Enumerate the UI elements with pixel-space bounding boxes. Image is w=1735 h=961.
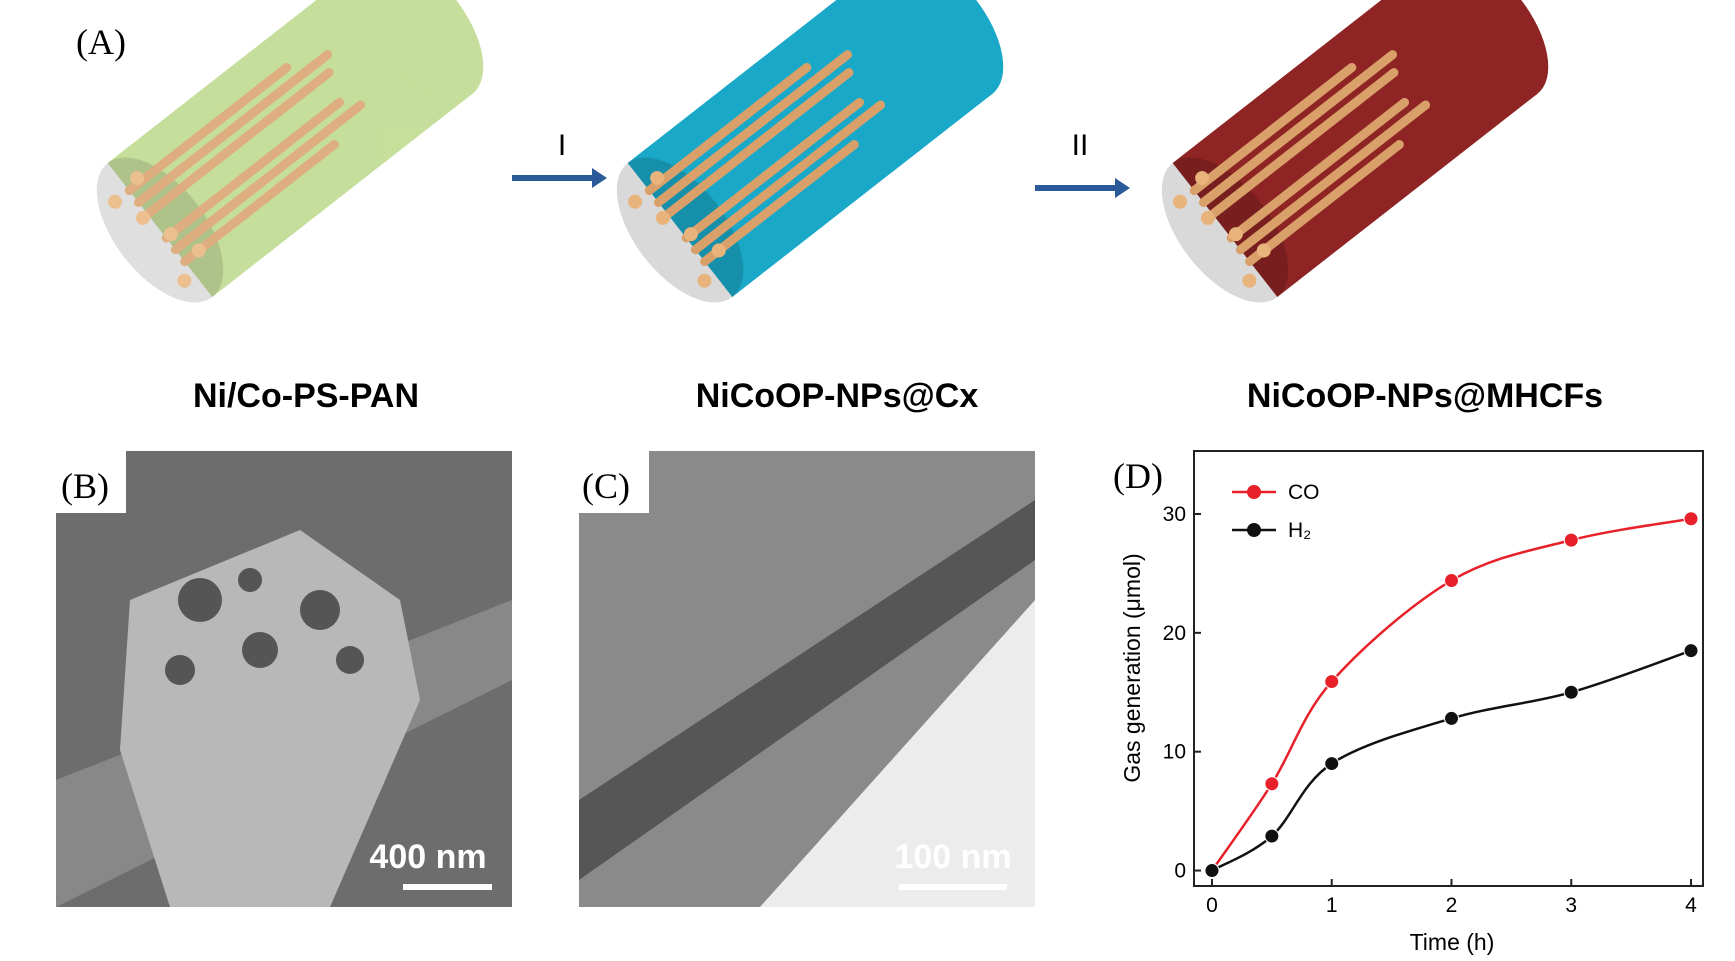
data-point (1563, 532, 1579, 548)
panel-label: (A) (76, 22, 126, 62)
sem-image (56, 451, 512, 907)
x-tick-label: 0 (1206, 894, 1218, 917)
panel-label: (C) (582, 466, 630, 506)
scale-bar-label: 100 nm (894, 838, 1011, 876)
label-bg (56, 451, 126, 513)
y-axis-label: Gas generation (μmol) (1119, 553, 1145, 782)
illustration (592, 0, 1028, 325)
x-tick-label: 3 (1565, 894, 1577, 917)
x-tick-label: 4 (1685, 894, 1697, 917)
data-point (1443, 573, 1459, 589)
legend-label: CO (1288, 481, 1320, 504)
data-point (1563, 684, 1579, 700)
tem-image (579, 451, 1035, 907)
plot-frame (1193, 450, 1704, 887)
y-tick-label: 0 (1174, 860, 1186, 883)
data-point (1204, 863, 1220, 879)
legend-label: H₂ (1288, 519, 1311, 542)
x-tick-label: 1 (1326, 894, 1338, 917)
data-point (1683, 511, 1699, 527)
x-axis-label: Time (h) (1410, 929, 1495, 955)
illustration (1137, 0, 1573, 325)
data-point (1683, 643, 1699, 659)
legend-marker (1247, 485, 1261, 499)
panel-label: (B) (61, 466, 109, 506)
step-label: II (1072, 129, 1089, 162)
x-tick-label: 2 (1446, 894, 1458, 917)
data-point (1324, 756, 1340, 772)
label-bg (579, 451, 649, 513)
series-line (1210, 517, 1692, 872)
data-point (1324, 674, 1340, 690)
caption: NiCoOP-NPs@Cx (696, 377, 979, 415)
arrow (512, 168, 1130, 198)
panel-label: (D) (1113, 456, 1163, 496)
step-label: I (558, 129, 566, 162)
scale-bar (403, 884, 492, 890)
scale-bar (899, 884, 1007, 890)
data-point (1264, 776, 1280, 792)
scale-bar-label: 400 nm (369, 838, 486, 876)
y-tick-label: 20 (1163, 622, 1186, 645)
y-tick-label: 10 (1163, 741, 1186, 764)
caption: Ni/Co-PS-PAN (193, 377, 419, 415)
y-tick-label: 30 (1163, 503, 1186, 526)
legend-marker (1247, 523, 1261, 537)
caption: NiCoOP-NPs@MHCFs (1247, 377, 1603, 415)
data-point (1264, 828, 1280, 844)
illustration (72, 0, 508, 325)
data-point (1443, 710, 1459, 726)
